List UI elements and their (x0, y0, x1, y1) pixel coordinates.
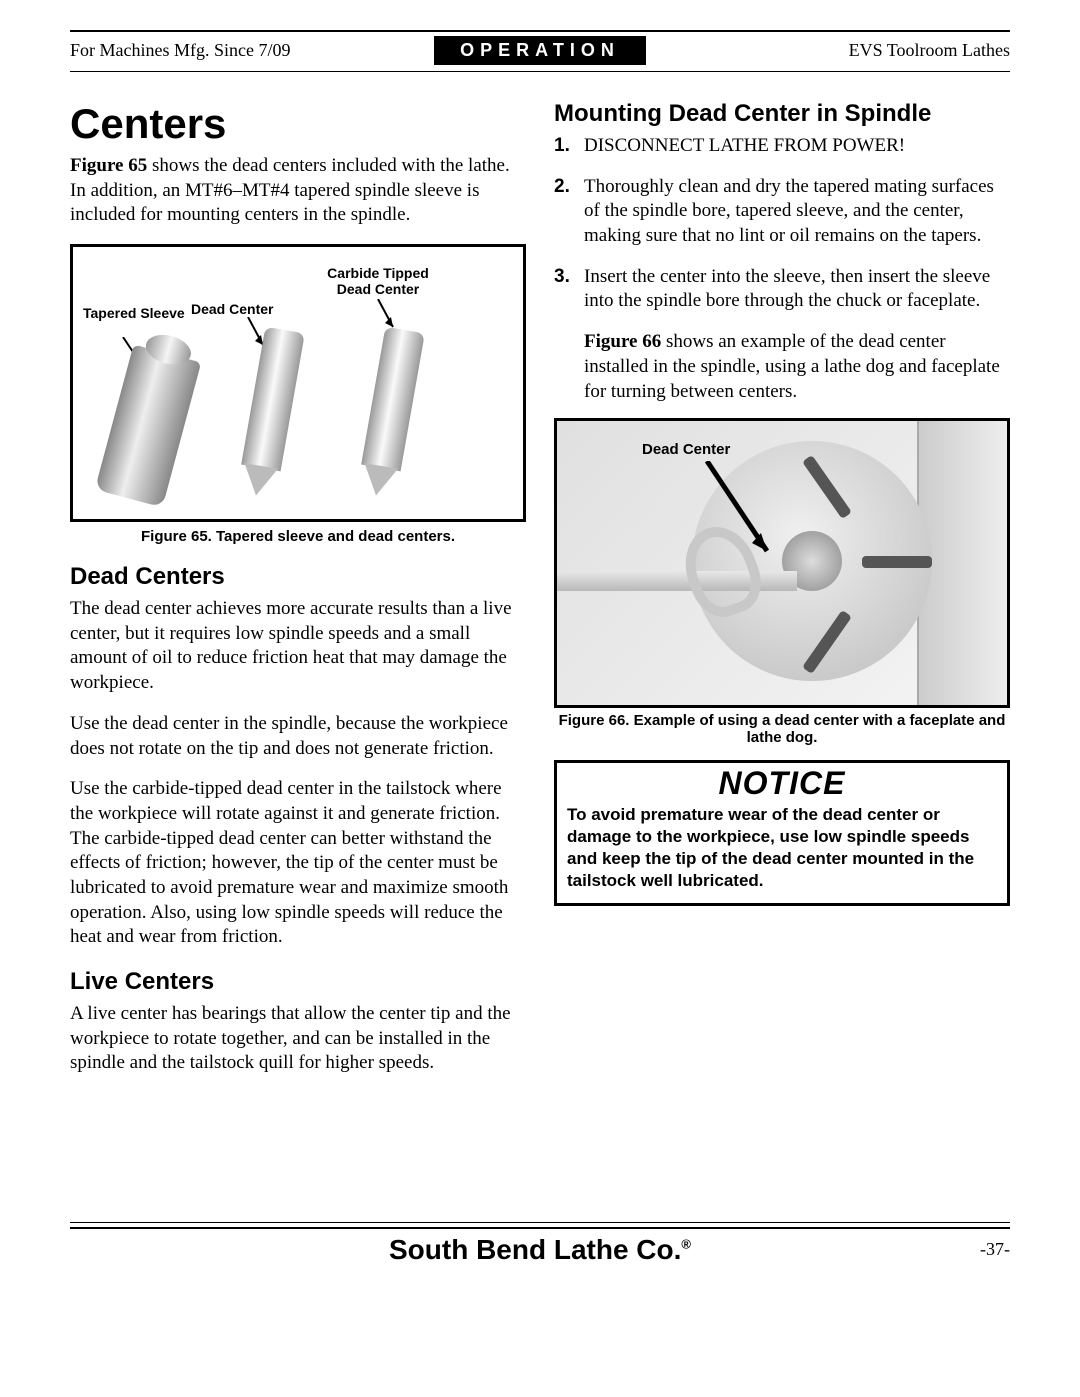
two-column-layout: Centers Figure 65 shows the dead centers… (70, 100, 1010, 1092)
dead-centers-p2: Use the dead center in the spindle, beca… (70, 712, 526, 761)
carbide-center-shape (361, 327, 425, 472)
footer: South Bend Lathe Co.® -37- (70, 1222, 1010, 1260)
label-carbide-tipped: Carbide Tipped Dead Center (313, 265, 443, 297)
right-column: Mounting Dead Center in Spindle DISCONNE… (554, 100, 1010, 1092)
top-rule-thick (70, 30, 1010, 32)
heading-dead-centers: Dead Centers (70, 563, 526, 591)
figure-65-caption: Figure 65. Tapered sleeve and dead cente… (70, 528, 526, 545)
mounting-steps-list: DISCONNECT LATHE FROM POWER! Thoroughly … (554, 134, 1010, 314)
notice-title: NOTICE (567, 763, 997, 804)
dead-centers-p1: The dead center achieves more accurate r… (70, 597, 526, 696)
page-number: -37- (980, 1239, 1010, 1260)
step-3: Insert the center into the sleeve, then … (554, 265, 1010, 314)
carbide-center-tip (359, 463, 398, 498)
notice-box: NOTICE To avoid premature wear of the de… (554, 760, 1010, 905)
fig66-arrow-icon (697, 461, 787, 571)
step-2: Thoroughly clean and dry the tapered mat… (554, 175, 1010, 249)
page-title: Centers (70, 100, 526, 148)
live-centers-p1: A live center has bearings that allow th… (70, 1002, 526, 1076)
footer-brand: South Bend Lathe Co.® (389, 1234, 691, 1266)
label-fig66-dead-center: Dead Center (642, 441, 730, 458)
heading-mounting: Mounting Dead Center in Spindle (554, 100, 1010, 128)
figure-66-caption: Figure 66. Example of using a dead cente… (554, 712, 1010, 746)
page: For Machines Mfg. Since 7/09 OPERATION E… (0, 0, 1080, 1290)
figure-66-box: Dead Center (554, 418, 1010, 708)
tapered-sleeve-shape (95, 345, 201, 508)
header-right-text: EVS Toolroom Lathes (646, 40, 1010, 61)
footer-row: South Bend Lathe Co.® -37- (70, 1239, 1010, 1260)
figure-65-box: Tapered Sleeve Dead Center Carbide Tippe… (70, 244, 526, 522)
faceplate-slot-3 (862, 556, 932, 568)
heading-live-centers: Live Centers (70, 968, 526, 996)
footer-rule-thin (70, 1222, 1010, 1223)
dead-center-tip (239, 463, 278, 498)
figure65-ref: Figure 65 (70, 155, 147, 176)
left-column: Centers Figure 65 shows the dead centers… (70, 100, 526, 1092)
top-rule-thin (70, 71, 1010, 72)
step-1: DISCONNECT LATHE FROM POWER! (554, 134, 1010, 159)
dead-centers-p3: Use the carbide-tipped dead center in th… (70, 777, 526, 950)
registered-icon: ® (681, 1236, 691, 1251)
footer-rule-thick (70, 1227, 1010, 1229)
header-row: For Machines Mfg. Since 7/09 OPERATION E… (70, 36, 1010, 65)
header-left-text: For Machines Mfg. Since 7/09 (70, 40, 434, 61)
intro-paragraph: Figure 65 shows the dead centers include… (70, 154, 526, 228)
figure66-ref: Figure 66 (584, 331, 661, 352)
notice-body: To avoid premature wear of the dead cent… (567, 804, 997, 892)
header-section-badge: OPERATION (434, 36, 646, 65)
label-dead-center: Dead Center (191, 301, 273, 317)
footer-brand-text: South Bend Lathe Co. (389, 1234, 681, 1265)
label-tapered-sleeve: Tapered Sleeve (83, 305, 185, 321)
figure66-intro: Figure 66 shows an example of the dead c… (554, 330, 1010, 404)
